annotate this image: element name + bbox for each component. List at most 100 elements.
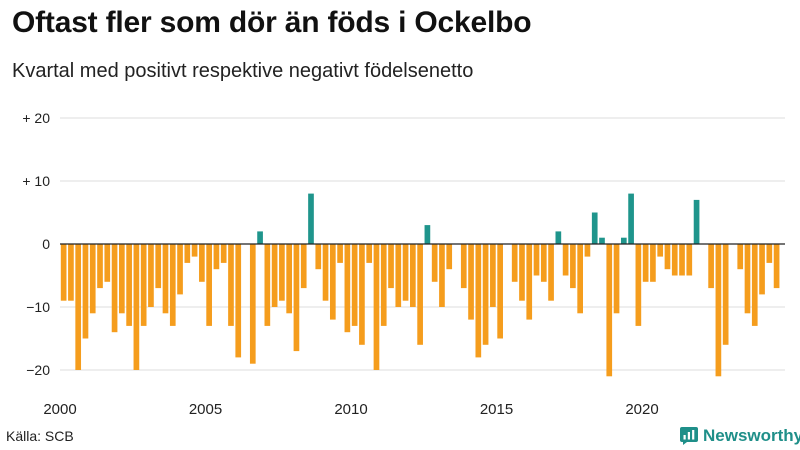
bar [577,244,583,314]
bar [591,212,598,244]
y-tick-label: −10 [26,299,50,315]
bar [482,244,489,345]
bar [642,244,649,282]
bar [329,244,336,320]
bar [613,244,620,314]
bar [533,244,540,276]
brand-name: Newsworthy [703,426,800,445]
bar [722,244,729,345]
bar [213,244,220,270]
y-tick-label: 0 [42,236,50,252]
bar [570,244,576,289]
bar [679,244,685,276]
bar [344,244,351,333]
bar [351,244,358,326]
bar [635,244,642,326]
bar [373,244,380,370]
bar [431,244,438,282]
bar-series [60,193,780,377]
source-note: Källa: SCB [6,428,74,444]
bar [686,244,693,276]
bar [300,244,307,289]
bar [620,237,627,244]
bar [395,244,402,307]
bar [162,244,169,314]
bar [191,244,198,257]
y-tick-label: −20 [26,362,50,378]
bar [155,244,162,289]
bar [402,244,409,301]
y-tick-label: + 10 [22,173,50,189]
x-tick-label: 2020 [625,401,658,418]
bar [766,244,773,263]
bar [126,244,132,326]
bar [650,244,656,282]
newsworthy-logo: Newsworthy [680,424,800,448]
bar [359,244,365,345]
bar [60,244,67,301]
bar [140,244,147,326]
bar [308,193,314,244]
bar [664,244,671,270]
bar [671,244,678,276]
bar [628,193,634,244]
bar [657,244,664,257]
bar [286,244,292,314]
bar [439,244,445,307]
bar [468,244,474,320]
bar [540,244,547,282]
bar [519,244,525,301]
bar [89,244,96,314]
bar [475,244,482,358]
bar [97,244,103,289]
bar [446,244,453,270]
bar [199,244,205,282]
bar [584,244,591,257]
chart-logo-icon [680,427,698,445]
bar [337,244,343,263]
bar [388,244,394,289]
bar [497,244,503,339]
bar [315,244,322,270]
bar [751,244,758,326]
bar [257,231,263,244]
bar [460,244,467,289]
bar [249,244,256,364]
bar [759,244,765,295]
bar [228,244,234,326]
bar [708,244,714,289]
bar [82,244,89,339]
bar [410,244,416,307]
x-tick-label: 2000 [43,401,76,418]
bar [148,244,154,307]
bar [264,244,271,326]
bar [133,244,140,370]
bar [293,244,300,352]
bar [511,244,518,282]
bar [693,199,700,244]
chart-title: Oftast fler som dör än föds i Ockelbo [12,6,532,39]
bar [177,244,183,295]
bar [490,244,496,307]
bar [111,244,118,333]
bar [184,244,191,263]
bar [68,244,74,301]
bar [220,244,227,263]
bar [366,244,373,263]
bar [75,244,82,370]
x-tick-label: 2005 [189,401,222,418]
bar [322,244,329,301]
bar [744,244,751,314]
bar [104,244,111,282]
bar [119,244,125,314]
bar [606,244,613,377]
bar [380,244,387,326]
bar [555,231,562,244]
bar [169,244,176,326]
bar [548,244,554,301]
bar [206,244,212,326]
x-axis-ticks: 2000 2005 2010 2015 2020 [43,401,658,418]
bar [424,225,431,244]
bar [526,244,533,320]
